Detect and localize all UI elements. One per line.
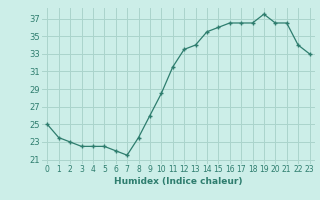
X-axis label: Humidex (Indice chaleur): Humidex (Indice chaleur) (114, 177, 243, 186)
